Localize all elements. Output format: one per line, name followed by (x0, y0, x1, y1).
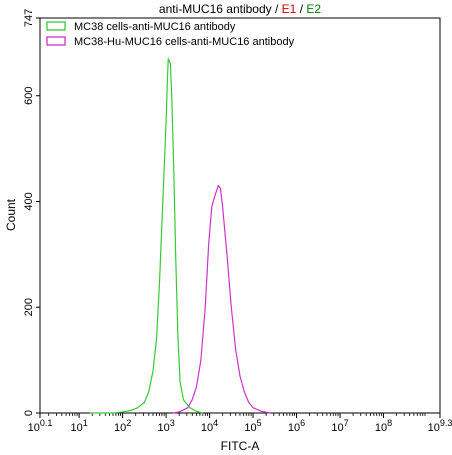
x-tick-exp: 4 (213, 418, 218, 428)
legend-label-mc38: MC38 cells-anti-MUC16 antibody (74, 21, 236, 33)
x-tick-base: 10 (28, 422, 40, 434)
series-line-mc38 (90, 58, 204, 414)
x-tick-label: 100.1 (28, 418, 53, 434)
x-tick-base: 10 (375, 422, 387, 434)
chart-title-e1: E1 (282, 2, 297, 16)
x-axis: 100.1 101 102 103 104 105 106 107 108 109.3 (28, 413, 452, 434)
legend-swatch-mc38-hu (46, 36, 66, 46)
x-tick-base: 10 (201, 422, 213, 434)
x-tick-exp: 0.1 (40, 418, 53, 428)
x-tick-exp: 1 (83, 418, 88, 428)
plot-area (39, 17, 441, 414)
x-tick-base: 10 (331, 422, 343, 434)
x-tick-base: 10 (428, 422, 440, 434)
series-line-mc38-hu (172, 185, 271, 414)
y-tick-label: 600 (23, 87, 35, 105)
legend-label-mc38-hu: MC38-Hu-MUC16 cells-anti-MUC16 antibody (74, 36, 295, 48)
chart-title-sep1: / (272, 2, 282, 16)
x-tick-label: 103 (157, 418, 174, 434)
x-tick-label: 107 (331, 418, 348, 434)
x-tick-label: 109.3 (428, 418, 452, 434)
x-tick-exp: 7 (344, 418, 349, 428)
y-axis-title: Count (4, 198, 18, 231)
y-tick-label: 400 (23, 192, 35, 210)
chart-title-e2: E2 (306, 2, 321, 16)
x-tick-label: 105 (244, 418, 261, 434)
x-tick-label: 106 (288, 418, 305, 434)
legend-swatch-mc38 (46, 21, 66, 31)
x-tick-exp: 5 (257, 418, 262, 428)
x-tick-base: 10 (244, 422, 256, 434)
legend: MC38 cells-anti-MUC16 antibody MC38-Hu-M… (46, 21, 295, 48)
x-axis-title: FITC-A (221, 439, 260, 453)
x-tick-base: 10 (114, 422, 126, 434)
x-tick-label: 101 (70, 418, 87, 434)
x-tick-label: 104 (201, 418, 218, 434)
x-tick-exp: 2 (126, 418, 131, 428)
chart-title-sep2: / (296, 2, 306, 16)
y-tick-label: 747 (23, 9, 35, 27)
x-tick-label: 102 (114, 418, 131, 434)
y-tick-label: 0 (23, 410, 35, 416)
series-layer (90, 58, 271, 414)
x-tick-base: 10 (288, 422, 300, 434)
y-axis: 0 200 400 600 747 (23, 9, 40, 416)
x-tick-base: 10 (157, 422, 169, 434)
x-tick-exp: 9.3 (440, 418, 452, 428)
x-tick-exp: 8 (387, 418, 392, 428)
x-tick-label: 108 (375, 418, 392, 434)
y-tick-label: 200 (23, 298, 35, 316)
x-tick-exp: 6 (300, 418, 305, 428)
chart-title: anti-MUC16 antibody / E1 / E2 (159, 2, 321, 16)
chart-title-main: anti-MUC16 antibody (159, 2, 272, 16)
x-tick-exp: 3 (170, 418, 175, 428)
x-tick-base: 10 (70, 422, 82, 434)
